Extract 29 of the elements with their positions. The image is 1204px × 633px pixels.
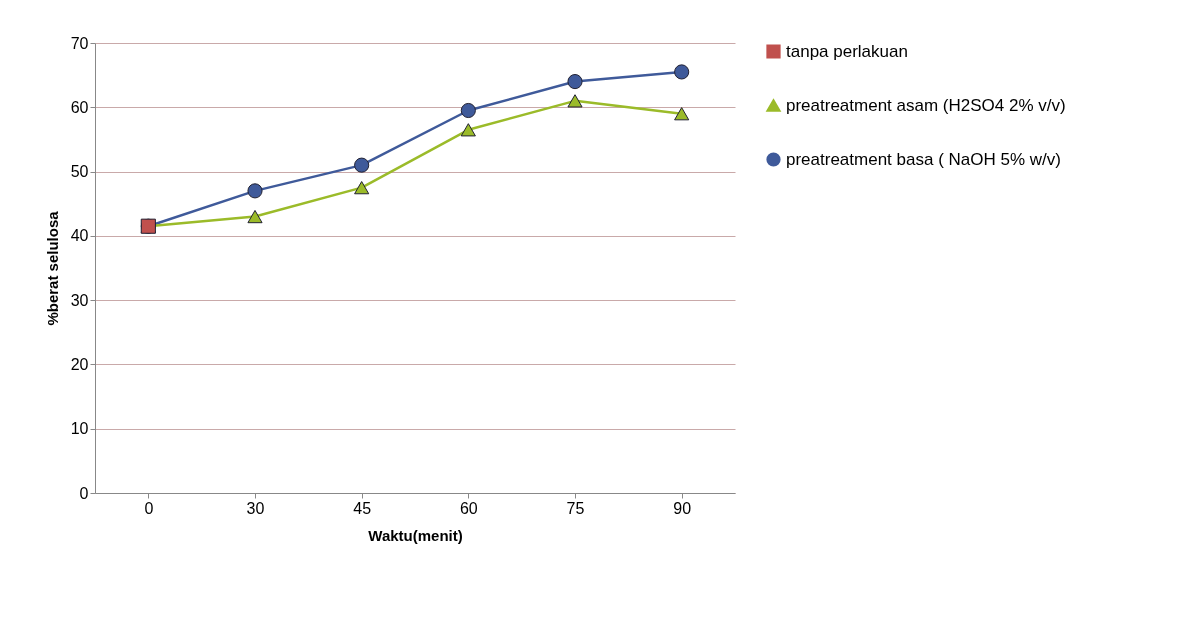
y-tick-label: 30: [70, 291, 89, 309]
point: [567, 74, 583, 90]
x-axis-title: Waktu(menit): [368, 526, 463, 544]
point: [460, 102, 476, 119]
x-tick-label: 90: [673, 499, 692, 517]
legend-label: preatreatment asam (H2SO4 2% v/v): [786, 95, 1066, 115]
y-tick-label: 50: [70, 163, 89, 181]
y-tick-label: 70: [70, 34, 89, 52]
point: [674, 64, 690, 80]
y-tick-label: 10: [70, 420, 89, 438]
x-tick-label: 75: [566, 499, 585, 517]
y-tick-label: 0: [79, 484, 89, 502]
y-tick-label: 60: [70, 98, 89, 116]
point: [354, 157, 370, 173]
point: [247, 183, 263, 199]
point: [247, 209, 263, 224]
point: [567, 94, 583, 108]
y-tick-label: 20: [70, 355, 89, 373]
y-tick-label: 40: [70, 227, 89, 245]
x-tick-label: 30: [246, 499, 265, 517]
legend-label: preatreatment basa ( NaOH 5% w/v): [786, 149, 1061, 169]
point: [674, 107, 690, 121]
x-tick-label: 0: [144, 499, 154, 517]
y-axis-title: %berat selulosa: [43, 210, 61, 326]
x-tick-label: 60: [459, 499, 478, 517]
x-tick-label: 45: [353, 499, 372, 517]
legend-label: tanpa perlakuan: [786, 41, 908, 61]
point: [460, 123, 476, 137]
point: [354, 181, 370, 195]
